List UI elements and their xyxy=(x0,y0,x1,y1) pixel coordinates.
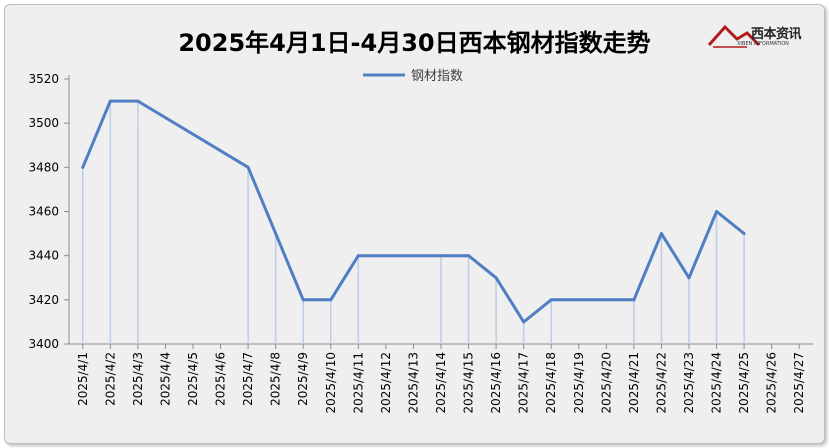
y-tick-label: 3460 xyxy=(28,205,59,219)
logo-text: 西本资讯 xyxy=(751,27,802,42)
x-tick-label: 2025/4/11 xyxy=(351,352,365,414)
data-point xyxy=(301,298,305,302)
data-point xyxy=(108,99,112,103)
chart-frame: 2025年4月1日-4月30日西本钢材指数走势 西本资讯 XIBEN INFOR… xyxy=(4,4,825,444)
data-point xyxy=(467,254,471,258)
logo-subtext: XIBEN INFORMATION xyxy=(737,41,789,47)
data-point xyxy=(81,165,85,169)
x-tick-label: 2025/4/1 xyxy=(76,352,90,406)
y-tick-label: 3500 xyxy=(28,116,59,130)
data-point xyxy=(329,298,333,302)
x-tick-label: 2025/4/10 xyxy=(324,352,338,414)
brand-logo: 西本资讯 XIBEN INFORMATION xyxy=(707,19,815,53)
y-tick-label: 3480 xyxy=(28,160,59,174)
x-tick-label: 2025/4/7 xyxy=(241,352,255,406)
data-point xyxy=(494,276,498,280)
x-tick-label: 2025/4/12 xyxy=(379,352,393,414)
data-point xyxy=(549,298,553,302)
data-point xyxy=(274,232,278,236)
x-tick-label: 2025/4/3 xyxy=(131,352,145,406)
x-tick-label: 2025/4/9 xyxy=(296,352,310,406)
x-tick-label: 2025/4/21 xyxy=(627,352,641,414)
x-tick-label: 2025/4/2 xyxy=(103,352,117,406)
legend-label: 钢材指数 xyxy=(411,69,463,84)
x-tick-label: 2025/4/22 xyxy=(654,352,668,414)
x-tick-label: 2025/4/20 xyxy=(599,352,613,414)
logo-mark-icon xyxy=(707,24,761,48)
x-tick-label: 2025/4/8 xyxy=(269,352,283,406)
x-tick-label: 2025/4/14 xyxy=(434,352,448,414)
data-point xyxy=(136,99,140,103)
data-point xyxy=(522,320,526,324)
x-tick-label: 2025/4/5 xyxy=(186,352,200,406)
x-tick-label: 2025/4/26 xyxy=(765,352,779,414)
x-tick-label: 2025/4/15 xyxy=(462,352,476,414)
data-point xyxy=(439,254,443,258)
data-point xyxy=(742,232,746,236)
data-point xyxy=(246,165,250,169)
data-point xyxy=(632,298,636,302)
x-tick-label: 2025/4/24 xyxy=(710,352,724,414)
y-tick-label: 3520 xyxy=(28,72,59,86)
y-tick-label: 3400 xyxy=(28,337,59,351)
y-tick-label: 3440 xyxy=(28,249,59,263)
data-point xyxy=(687,276,691,280)
x-tick-label: 2025/4/17 xyxy=(517,352,531,414)
data-point xyxy=(715,210,719,213)
line-chart: 3400 3420 3440 3460 3480 3500 3520 2025/4/1 2025… xyxy=(28,69,813,414)
x-tick-label: 2025/4/27 xyxy=(792,352,806,414)
x-tick-label: 2025/4/16 xyxy=(489,352,503,414)
series-line xyxy=(81,99,746,324)
x-tick-label: 2025/4/19 xyxy=(572,352,586,414)
x-tick-label: 2025/4/25 xyxy=(737,352,751,414)
x-tick-label: 2025/4/23 xyxy=(682,352,696,414)
x-tick-label: 2025/4/6 xyxy=(214,352,228,406)
data-point xyxy=(356,254,360,258)
chart-title: 2025年4月1日-4月30日西本钢材指数走势 xyxy=(178,29,651,57)
x-tick-label: 2025/4/13 xyxy=(406,352,420,414)
y-tick-label: 3420 xyxy=(28,293,59,307)
data-point xyxy=(659,232,663,236)
x-tick-label: 2025/4/18 xyxy=(544,352,558,414)
x-tick-label: 2025/4/4 xyxy=(158,352,172,406)
